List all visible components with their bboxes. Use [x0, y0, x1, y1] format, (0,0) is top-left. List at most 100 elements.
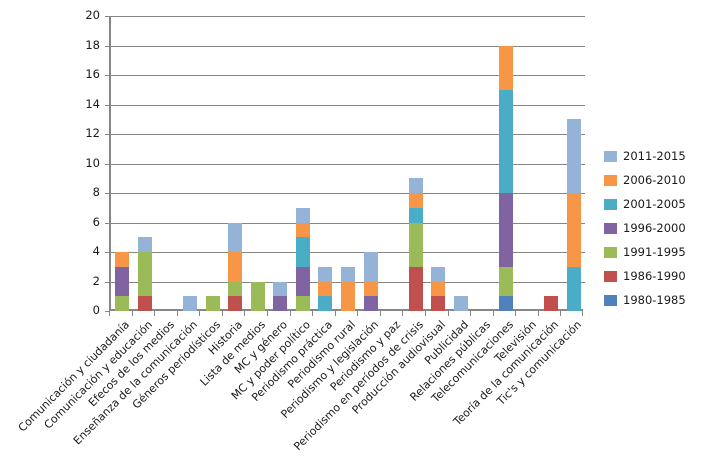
gridline — [111, 16, 585, 17]
bar-segment[interactable] — [295, 237, 310, 267]
bar-segment[interactable] — [228, 281, 243, 297]
x-tick-mark — [448, 311, 449, 316]
bar-group[interactable] — [359, 16, 382, 311]
bar-segment[interactable] — [273, 281, 288, 297]
bar-segment[interactable] — [340, 281, 355, 311]
bar-segment[interactable] — [431, 296, 446, 311]
bar-segment[interactable] — [566, 119, 581, 193]
y-tick-mark — [105, 252, 110, 253]
bar-segment[interactable] — [205, 296, 220, 311]
x-tick-mark — [244, 311, 245, 316]
bar-segment[interactable] — [498, 89, 513, 193]
bar-group[interactable] — [111, 16, 134, 311]
bar-segment[interactable] — [273, 296, 288, 311]
bar-segment[interactable] — [137, 237, 152, 252]
bar-group[interactable] — [337, 16, 360, 311]
bar-segment[interactable] — [182, 296, 197, 311]
bar-segment[interactable] — [498, 45, 513, 90]
bar-segment[interactable] — [544, 296, 559, 311]
bar-segment[interactable] — [363, 296, 378, 311]
bar-segment[interactable] — [363, 281, 378, 297]
y-tick-mark — [105, 45, 110, 47]
bar-segment[interactable] — [408, 178, 423, 193]
bar-stack — [295, 207, 310, 311]
legend-item[interactable]: 2001-2005 — [604, 192, 702, 216]
bar-group[interactable] — [246, 16, 269, 311]
y-tick-label: 20 — [85, 8, 100, 22]
bar-segment[interactable] — [228, 296, 243, 311]
bar-group[interactable] — [450, 16, 473, 311]
bar-segment[interactable] — [408, 222, 423, 267]
bar-segment[interactable] — [295, 266, 310, 297]
bar-stack — [431, 266, 446, 311]
bar-group[interactable] — [427, 16, 450, 311]
x-tick-mark — [154, 311, 155, 316]
bar-segment[interactable] — [318, 266, 333, 282]
x-tick-mark — [380, 311, 381, 316]
y-tick-label: 16 — [85, 67, 100, 81]
bar-group[interactable] — [495, 16, 518, 311]
bar-segment[interactable] — [498, 193, 513, 267]
bar-segment[interactable] — [363, 252, 378, 282]
y-tick-mark — [105, 311, 110, 312]
bar-segment[interactable] — [498, 296, 513, 311]
bar-segment[interactable] — [228, 222, 243, 252]
bar-segment[interactable] — [115, 296, 130, 311]
bar-group[interactable] — [314, 16, 337, 311]
bar-group[interactable] — [179, 16, 202, 311]
legend-item[interactable]: 2006-2010 — [604, 168, 702, 192]
bar-stack — [544, 296, 559, 311]
bar-segment[interactable] — [566, 266, 581, 311]
legend-item[interactable]: 2011-2015 — [604, 144, 702, 168]
bar-segment[interactable] — [250, 281, 265, 311]
bar-stack — [340, 266, 355, 311]
bar-group[interactable] — [269, 16, 292, 311]
bar-segment[interactable] — [431, 281, 446, 297]
bar-segment[interactable] — [408, 207, 423, 223]
bar-segment[interactable] — [566, 193, 581, 267]
bar-group[interactable] — [224, 16, 247, 311]
legend-label: 2001-2005 — [623, 197, 686, 211]
legend-item[interactable]: 1996-2000 — [604, 216, 702, 240]
bar-segment[interactable] — [408, 266, 423, 311]
bar-stack — [250, 281, 265, 311]
bar-segment[interactable] — [295, 207, 310, 223]
bar-group[interactable] — [562, 16, 585, 311]
legend-item[interactable]: 1986-1990 — [604, 264, 702, 288]
bar-segment[interactable] — [498, 266, 513, 297]
bar-group[interactable] — [404, 16, 427, 311]
legend-label: 1986-1990 — [623, 269, 686, 283]
y-tick-mark — [105, 75, 110, 76]
y-tick-mark — [105, 163, 110, 165]
legend-item[interactable]: 1991-1995 — [604, 240, 702, 264]
y-axis: 0 2 4 6 8 10 12 14 16 18 20 — [0, 0, 100, 315]
bar-segment[interactable] — [137, 296, 152, 311]
x-tick-mark — [177, 311, 178, 316]
bar-segment[interactable] — [318, 281, 333, 297]
bar-segment[interactable] — [295, 222, 310, 238]
bar-segment[interactable] — [115, 252, 130, 267]
bar-segment[interactable] — [340, 266, 355, 282]
bar-group[interactable] — [134, 16, 157, 311]
bar-group[interactable] — [201, 16, 224, 311]
y-tick-label: 10 — [85, 155, 100, 170]
x-tick-mark — [493, 311, 494, 316]
x-tick-mark — [582, 311, 583, 316]
bar-group[interactable] — [292, 16, 315, 311]
legend-label: 2006-2010 — [623, 173, 686, 187]
legend-item[interactable]: 1980-1985 — [604, 288, 702, 312]
bar-segment[interactable] — [228, 252, 243, 282]
bar-segment[interactable] — [453, 296, 468, 311]
bar-segment[interactable] — [408, 193, 423, 208]
legend-label: 1980-1985 — [623, 293, 686, 307]
bar-segment[interactable] — [137, 252, 152, 297]
bar-segment[interactable] — [295, 296, 310, 311]
bar-segment[interactable] — [318, 296, 333, 311]
gridline — [111, 134, 585, 135]
bar-segment[interactable] — [431, 266, 446, 282]
y-tick-mark — [105, 222, 110, 224]
bar-group[interactable] — [540, 16, 563, 311]
x-tick-mark — [515, 311, 516, 316]
bar-segment[interactable] — [115, 266, 130, 297]
legend-swatch — [604, 270, 617, 282]
